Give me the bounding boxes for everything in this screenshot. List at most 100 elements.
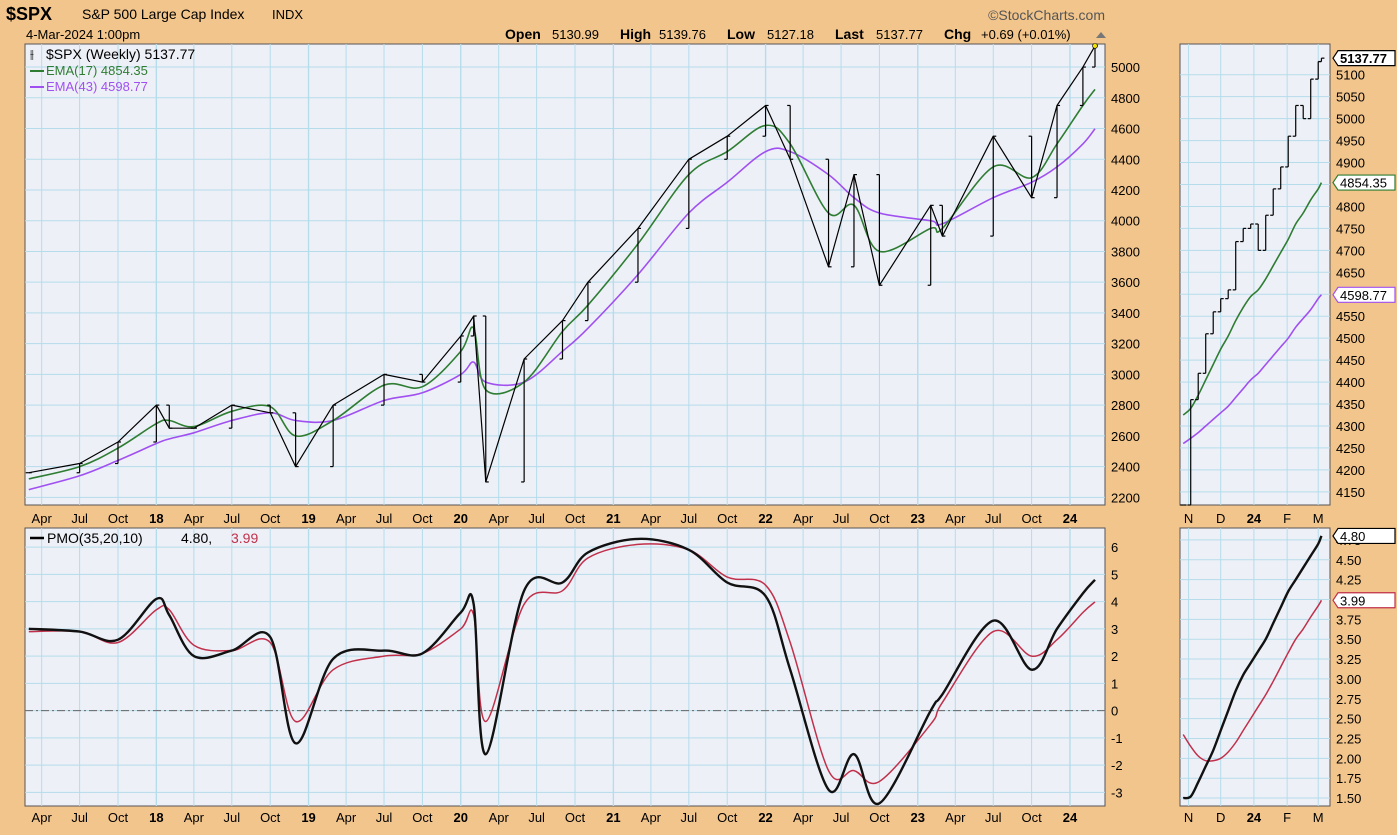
- tick-labels: Apr Jul Oct 18 Apr Jul Oct 19 Apr Jul Oct 20 Apr Jul O…: [32, 50, 1396, 825]
- zoom-price-bar: [1318, 57, 1325, 63]
- pmo-x-tick-label: Oct: [108, 810, 129, 825]
- long-price-bar: [267, 404, 274, 414]
- long-price-bar: [76, 462, 83, 474]
- pmo-x-tick-label: Apr: [641, 810, 662, 825]
- pmo-y-tick-label: 6: [1111, 540, 1118, 555]
- price-x-tick-label: Oct: [565, 511, 586, 526]
- long-price-bar: [762, 104, 769, 137]
- pmo-panel: [24, 527, 1106, 807]
- ema17-value-tag: 4854.35: [1332, 174, 1396, 191]
- long-price-bar: [584, 281, 591, 322]
- price-x-tick-label: 23: [911, 511, 925, 526]
- legend-pmo-signal: 3.99: [231, 530, 258, 546]
- price-zoom-x-tick-label: M: [1313, 511, 1324, 526]
- pmo-signal-value-tag: 3.99: [1332, 592, 1396, 609]
- zoom-price-bar: [1292, 104, 1299, 137]
- ema43-value-tag: 4598.77: [1332, 286, 1396, 303]
- long-price-bar: [1028, 135, 1035, 199]
- pmo-x-tick-label: Oct: [869, 810, 890, 825]
- zoom-price-bar: [1285, 135, 1292, 168]
- pmo-zoom-y-tick-label: 3.00: [1336, 672, 1361, 687]
- price-x-tick-label: Jul: [985, 511, 1002, 526]
- long-price-bar: [153, 404, 160, 443]
- price-zoom-y-tick-label: 4300: [1336, 419, 1365, 434]
- zoom-price-bar: [1195, 372, 1202, 401]
- long-price-bar: [559, 320, 566, 360]
- price-zoom-y-tick-label: 4350: [1336, 397, 1365, 412]
- pmo-x-tick-label: Jul: [985, 810, 1002, 825]
- price-x-tick-label: 20: [454, 511, 468, 526]
- price-zoom-y-tick-label: 4650: [1336, 265, 1365, 280]
- price-x-tick-label: 24: [1063, 511, 1078, 526]
- price-zoom-y-tick-label: 5050: [1336, 90, 1365, 105]
- pmo-zoom-y-tick-label: 3.75: [1336, 612, 1361, 627]
- pmo-x-tick-label: Oct: [412, 810, 433, 825]
- zoom-price-bar: [1247, 223, 1254, 229]
- price-x-tick-label: Jul: [833, 511, 850, 526]
- symbol: $SPX: [6, 4, 52, 24]
- long-price-bar: [787, 104, 794, 160]
- long-price-bar: [470, 315, 477, 337]
- pmo-x-tick-label: 18: [149, 810, 163, 825]
- long-price-bar: [634, 227, 641, 283]
- price-x-tick-label: Jul: [376, 511, 393, 526]
- pmo-x-tick-label: 23: [911, 810, 925, 825]
- price-zoom-y-tick-label: 4700: [1336, 243, 1365, 258]
- zoom-price-bar: [1277, 166, 1284, 190]
- expand-triangle-icon[interactable]: [1096, 32, 1106, 38]
- price-zoom-y-tick-label: 4900: [1336, 156, 1365, 171]
- pmo-x-tick-label: 20: [454, 810, 468, 825]
- ohlc-bar-icon: ⫲: [30, 47, 34, 61]
- pmo-x-tick-label: Jul: [528, 810, 545, 825]
- pmo-x-tick-label: Jul: [681, 810, 698, 825]
- price-x-tick-label: Oct: [869, 511, 890, 526]
- price-y-tick-label: 4800: [1111, 91, 1140, 106]
- price-x-tick-label: 21: [606, 511, 620, 526]
- legend-ema17: EMA(17) 4854.35: [46, 63, 148, 78]
- price-x-tick-label: Oct: [717, 511, 738, 526]
- price-zoom-panel: [1179, 43, 1331, 506]
- long-price-bar: [724, 135, 731, 160]
- zoom-price-bar: [1300, 104, 1307, 120]
- pmo-zoom-y-tick-label: 3.50: [1336, 632, 1361, 647]
- price-panel: [24, 43, 1106, 506]
- price-x-tick-label: Oct: [412, 511, 433, 526]
- price-y-tick-label: 3400: [1111, 306, 1140, 321]
- zoom-ema43-line: [1182, 294, 1323, 445]
- price-zoom-x-tick-label: F: [1283, 511, 1291, 526]
- pmo-y-tick-label: -3: [1111, 785, 1123, 800]
- long-price-bar: [1079, 66, 1086, 107]
- svg-text:4598.77: 4598.77: [1340, 288, 1387, 303]
- zoom-ema17-line: [1182, 182, 1323, 416]
- pmo-zoom-x-tick-label: F: [1283, 810, 1291, 825]
- long-price-bar: [990, 135, 997, 237]
- price-zoom-y-tick-label: 4800: [1336, 199, 1365, 214]
- long-price-bar: [850, 174, 857, 268]
- pmo-x-tick-label: Apr: [793, 810, 814, 825]
- pmo-x-tick-label: Jul: [71, 810, 88, 825]
- pmo-x-tick-label: Apr: [336, 810, 357, 825]
- price-y-tick-label: 3800: [1111, 244, 1140, 259]
- long-price-bar: [876, 174, 883, 286]
- last-label: Last: [835, 26, 864, 42]
- price-y-tick-label: 3600: [1111, 275, 1140, 290]
- plot-series: [25, 43, 1325, 805]
- long-price-bar: [939, 204, 946, 237]
- pmo-zoom-panel: [1179, 527, 1331, 807]
- price-zoom-y-tick-label: 5000: [1336, 112, 1365, 127]
- pmo-zoom-x-tick-label: N: [1184, 810, 1193, 825]
- pmo-line: [28, 537, 1096, 805]
- pmo-zoom-x-tick-label: D: [1216, 810, 1225, 825]
- high-value: 5139.76: [659, 27, 706, 42]
- long-price-bar: [114, 441, 121, 465]
- zoom-pmo-line: [1182, 535, 1323, 800]
- svg-text:4.80: 4.80: [1340, 529, 1365, 544]
- price-zoom-y-tick-label: 4400: [1336, 375, 1365, 390]
- price-x-tick-label: 19: [301, 511, 315, 526]
- price-x-tick-label: Oct: [108, 511, 129, 526]
- price-x-tick-label: Apr: [945, 511, 966, 526]
- price-y-tick-label: 3200: [1111, 337, 1140, 352]
- pmo-x-tick-label: Apr: [184, 810, 205, 825]
- price-zoom-y-tick-label: 4150: [1336, 485, 1365, 500]
- legend-pmo-value: 4.80,: [181, 530, 212, 546]
